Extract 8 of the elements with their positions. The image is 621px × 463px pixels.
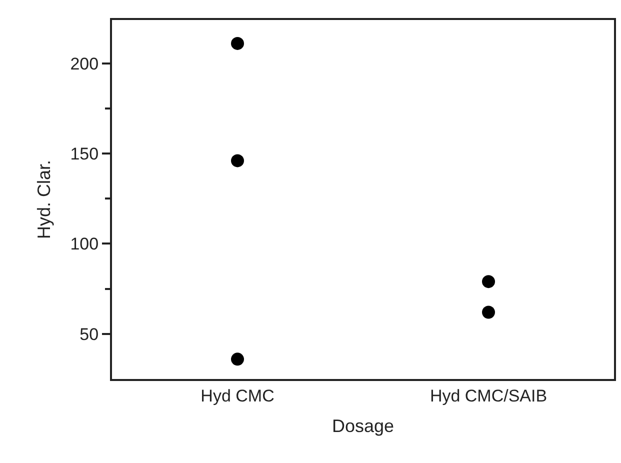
x-tick-label: Hyd CMC/SAIB [430, 386, 548, 406]
y-axis-title: Hyd. Clar. [34, 160, 54, 240]
x-tick-label: Hyd CMC [200, 386, 274, 406]
x-axis-title: Dosage [332, 416, 394, 436]
y-tick-label: 100 [70, 234, 99, 254]
y-tick-label: 50 [80, 324, 99, 344]
y-tick-label: 150 [70, 144, 99, 164]
y-tick-label: 200 [70, 54, 99, 74]
